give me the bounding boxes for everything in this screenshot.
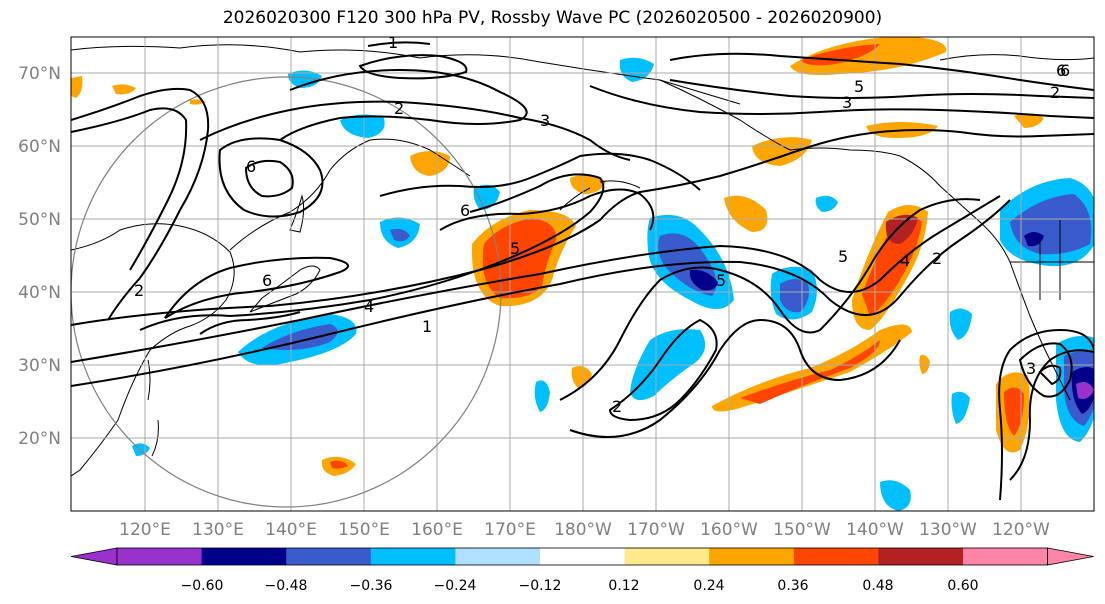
colorbar-segment	[201, 548, 287, 565]
colorbar-tick-label: −0.60	[181, 578, 224, 594]
colorbar-tick-labels: −0.60 −0.48 −0.36 −0.24 −0.12 0.12 0.24 …	[181, 578, 979, 594]
colorbar-segment	[117, 548, 203, 565]
lon-label: 140°E	[265, 520, 317, 540]
contour-label: 5	[854, 77, 864, 96]
contour-label: 2	[932, 249, 942, 268]
map-title: 2026020300 F120 300 hPa PV, Rossby Wave …	[222, 8, 883, 28]
contour-label: 3	[540, 111, 550, 130]
contour-label: 5	[838, 247, 848, 266]
contour-label: 1	[388, 33, 398, 52]
latitude-labels: 70°N 60°N 50°N 40°N 30°N 20°N	[18, 64, 61, 449]
colorbar-tick-label: −0.36	[350, 578, 393, 594]
colorbar-segment	[963, 548, 1049, 565]
colorbar-tick-label: 0.36	[777, 578, 808, 594]
colorbar-segment	[540, 548, 626, 565]
lon-label: 160°E	[411, 520, 463, 540]
colorbar-extension-low	[70, 547, 118, 566]
colorbar-segment	[286, 548, 372, 565]
lon-label: 130°W	[919, 520, 977, 540]
colorbar-segment	[709, 548, 795, 565]
colorbar-tick-label: −0.48	[265, 578, 308, 594]
range-circle	[71, 76, 502, 508]
contour-label: 3	[1026, 359, 1036, 378]
lon-label: 160°W	[700, 520, 758, 540]
colorbar-tick-label: 0.48	[862, 578, 893, 594]
colorbar-extension-high	[1047, 547, 1094, 566]
lon-label: 120°W	[992, 520, 1050, 540]
longitude-labels: 120°E 130°E 140°E 150°E 160°E 170°E 180°…	[119, 520, 1050, 540]
pv-contours	[71, 41, 1094, 501]
colorbar-tick-label: 0.24	[693, 578, 724, 594]
colorbar-tick-label: 0.60	[947, 578, 978, 594]
lon-label: 140°W	[846, 520, 904, 540]
contour-label-group: 1 2 3 5 6 6 6 4 1 5 6 2 2 5 5 4 2 3 3 6 …	[134, 33, 1070, 416]
colorbar-segment	[624, 548, 710, 565]
contour-label: 2	[134, 281, 144, 300]
lon-label: 170°E	[484, 520, 536, 540]
colorbar-segment	[370, 548, 456, 565]
colorbar-tick-label: 0.12	[608, 578, 639, 594]
colorbar-segment	[455, 548, 541, 565]
lat-label: 30°N	[18, 356, 61, 376]
colorbar-tick-label: −0.24	[434, 578, 477, 594]
colorbar	[70, 547, 1094, 566]
contour-label: 4	[900, 251, 910, 270]
contour-label: 1	[422, 317, 432, 336]
contour-label: 2	[1050, 83, 1060, 102]
lon-label: 150°E	[338, 520, 390, 540]
contour-label: 6	[262, 271, 272, 290]
lat-label: 70°N	[18, 64, 61, 84]
lon-label: 180°W	[554, 520, 612, 540]
contour-label: 4	[364, 297, 374, 316]
contour-label: 6	[460, 201, 470, 220]
colorbar-segment	[793, 548, 879, 565]
lon-label: 150°W	[773, 520, 831, 540]
contour-label: 6	[1056, 61, 1066, 80]
colorbar-outline	[116, 547, 1048, 566]
colorbar-tick-label: −0.12	[519, 578, 562, 594]
contour-label: 2	[612, 397, 622, 416]
lon-label: 170°W	[627, 520, 685, 540]
contour-label: 5	[510, 239, 520, 258]
contour-label: 6	[246, 157, 256, 176]
lon-label: 120°E	[119, 520, 171, 540]
contour-label: 2	[394, 99, 404, 118]
colorbar-segment	[878, 548, 964, 565]
lat-label: 20°N	[18, 429, 61, 449]
lon-label: 130°E	[192, 520, 244, 540]
map-border	[70, 36, 1095, 512]
lat-label: 60°N	[18, 137, 61, 157]
contour-label: 5	[716, 271, 726, 290]
contour-label: 6	[1060, 61, 1070, 80]
lat-label: 40°N	[18, 283, 61, 303]
lat-label: 50°N	[18, 210, 61, 230]
contour-label: 3	[842, 93, 852, 112]
